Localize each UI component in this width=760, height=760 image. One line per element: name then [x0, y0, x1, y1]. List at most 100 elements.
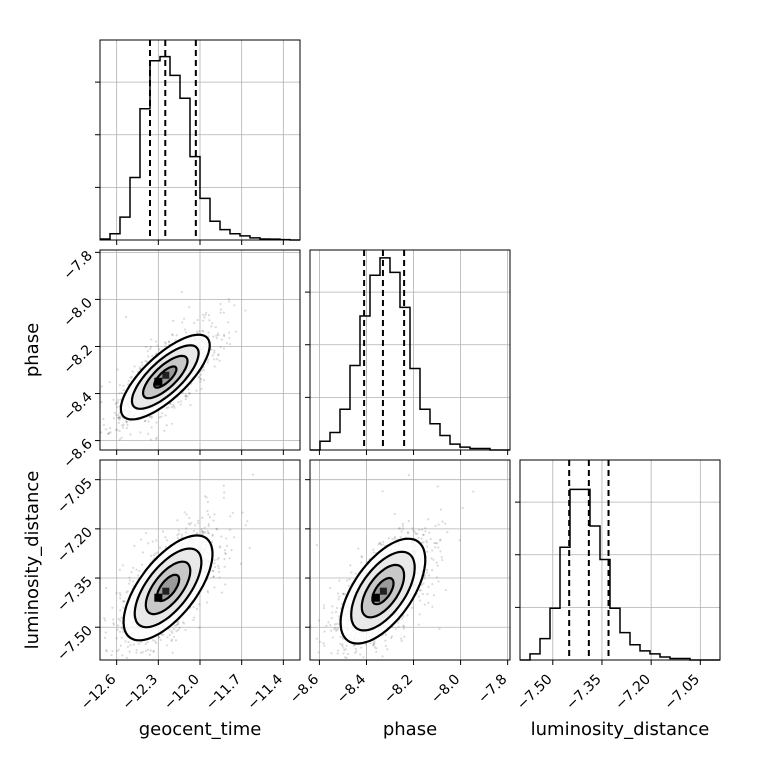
sample-point	[352, 644, 356, 647]
sample-point	[373, 646, 377, 649]
y-tick-label-phase: −8.4	[60, 389, 95, 424]
sample-point	[151, 354, 154, 358]
sample-point	[105, 648, 108, 652]
sample-point	[431, 605, 434, 608]
sample-point	[170, 333, 174, 336]
sample-point	[343, 649, 346, 652]
sample-point	[179, 403, 182, 406]
sample-point	[432, 558, 435, 561]
sample-point	[213, 365, 216, 368]
sample-point	[188, 516, 191, 520]
sample-point	[119, 644, 122, 647]
sample-point	[375, 647, 378, 650]
sample-point	[417, 528, 421, 532]
sample-point	[168, 628, 171, 631]
sample-point	[248, 546, 251, 549]
sample-point	[146, 350, 149, 353]
x-axis-label-phase: phase	[383, 719, 437, 740]
sample-point	[232, 536, 236, 539]
sample-point	[115, 591, 118, 595]
sample-point	[434, 524, 437, 527]
sample-point	[165, 644, 168, 647]
sample-point	[227, 297, 230, 301]
panel-frame	[99, 459, 301, 661]
sample-point	[149, 347, 152, 351]
sample-point	[210, 325, 213, 328]
x-tick-label-phase: −7.8	[475, 672, 510, 707]
sample-point	[329, 629, 333, 632]
sample-point	[354, 647, 357, 650]
sample-point	[120, 626, 123, 629]
sample-point	[192, 529, 196, 532]
sample-point	[353, 644, 356, 647]
sample-point	[201, 530, 204, 534]
sample-point	[115, 637, 118, 640]
sample-point	[207, 513, 210, 516]
sample-point	[115, 413, 118, 417]
x-tick-label-geocent-time: −11.4	[245, 671, 287, 713]
sample-point	[211, 354, 214, 357]
sample-point	[418, 613, 421, 616]
sample-point	[217, 353, 220, 356]
sample-point	[102, 423, 105, 427]
sample-point	[315, 637, 318, 640]
sample-point	[109, 431, 112, 434]
sample-point	[147, 355, 150, 358]
sample-point	[297, 718, 299, 720]
sample-point	[122, 384, 125, 387]
contour-line	[133, 547, 203, 629]
sample-point	[155, 436, 158, 439]
sample-point	[158, 416, 161, 419]
sample-point	[420, 583, 424, 586]
sample-point	[183, 328, 186, 331]
sample-point	[129, 433, 132, 436]
sample-point	[394, 627, 397, 631]
sample-point	[118, 415, 121, 419]
sample-point	[217, 334, 220, 337]
sample-point	[127, 641, 130, 644]
sample-point	[203, 316, 206, 319]
sample-point	[185, 331, 188, 334]
sample-point	[349, 564, 352, 567]
sample-point	[251, 473, 255, 476]
sample-point	[220, 591, 224, 594]
sample-point	[317, 651, 320, 654]
sample-point	[339, 642, 342, 645]
histogram-step-geocent-time	[100, 55, 300, 241]
sample-point	[196, 531, 199, 535]
sample-point	[152, 649, 155, 652]
scatter-geocent-time-vs-luminosity-distance: −12.6 −12.3 −12.0 −11.7 −11.4−7.50−7.35−7.20…	[54, 459, 301, 713]
sample-point	[171, 651, 174, 654]
sample-point	[228, 331, 231, 334]
sample-point	[112, 398, 115, 401]
sample-point	[140, 361, 143, 364]
sample-point	[200, 387, 203, 391]
sample-point	[108, 381, 111, 384]
sample-point	[146, 641, 149, 644]
contour-line	[155, 573, 181, 603]
sample-point	[354, 666, 356, 668]
sample-point	[120, 436, 123, 439]
sample-point	[215, 527, 218, 530]
sample-point	[206, 361, 209, 364]
sample-point	[125, 315, 128, 319]
sample-point	[124, 640, 127, 643]
sample-point	[207, 314, 211, 317]
sample-point	[432, 594, 436, 597]
sample-point	[228, 342, 232, 346]
sample-point	[170, 630, 173, 633]
sample-point	[197, 375, 200, 379]
y-tick-label-phase: −8.6	[60, 436, 95, 471]
sample-point	[222, 347, 226, 350]
sample-point	[121, 627, 124, 630]
sample-point	[421, 593, 425, 596]
sample-point	[189, 404, 192, 407]
sample-point	[175, 630, 178, 633]
sample-point	[226, 544, 229, 547]
sample-point	[217, 567, 220, 570]
sample-point	[373, 642, 376, 645]
sample-point	[373, 640, 376, 643]
sample-point	[150, 338, 153, 341]
sample-point	[122, 423, 125, 426]
sample-point	[201, 313, 205, 316]
